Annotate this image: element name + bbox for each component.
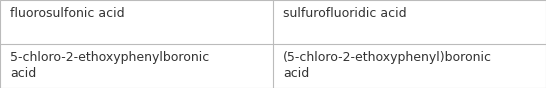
Text: 5-chloro-2-ethoxyphenylboronic
acid: 5-chloro-2-ethoxyphenylboronic acid <box>10 51 209 80</box>
Text: fluorosulfonic acid: fluorosulfonic acid <box>10 7 124 20</box>
Text: sulfurofluoridic acid: sulfurofluoridic acid <box>283 7 406 20</box>
Text: (5-chloro-2-ethoxyphenyl)boronic
acid: (5-chloro-2-ethoxyphenyl)boronic acid <box>283 51 492 80</box>
